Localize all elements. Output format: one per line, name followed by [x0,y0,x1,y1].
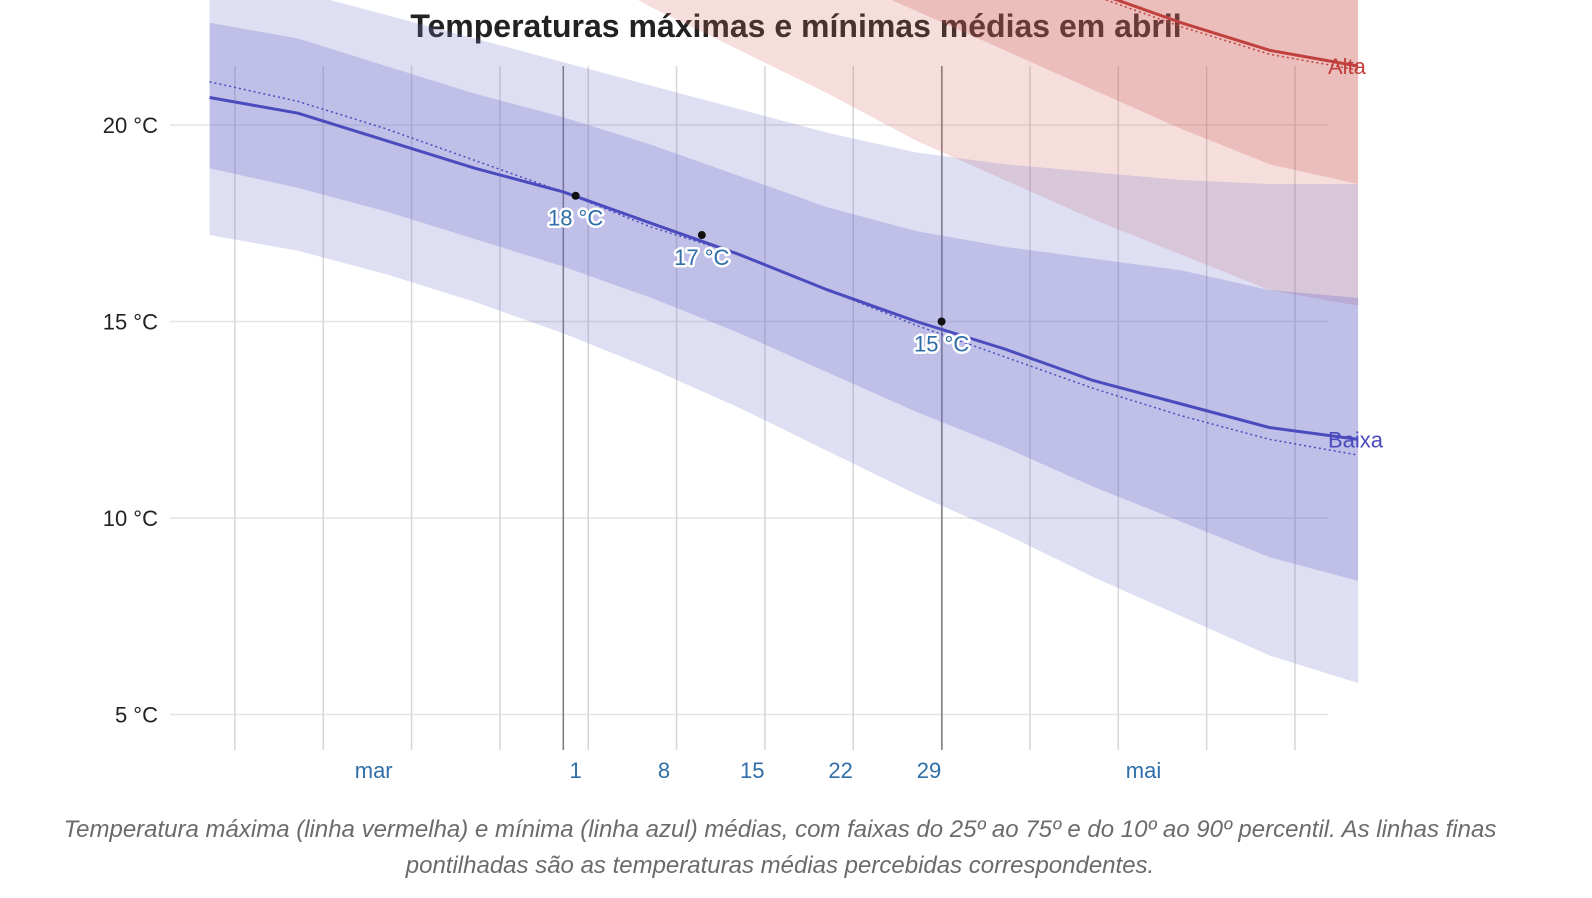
baixa-band-10-90 [209,0,1359,684]
x-tick-label: 8 [658,758,670,783]
y-tick-label: 15 °C [103,310,158,335]
x-tick-label: mar [355,758,393,783]
band-layer [209,0,1359,684]
annotation-value-label: 15 °C [914,332,969,357]
x-tick-label: 1 [569,758,581,783]
chart-title: Temperaturas máximas e mínimas médias em… [0,8,1592,45]
y-tick-label: 10 °C [103,506,158,531]
x-tick-label: 22 [828,758,852,783]
annotation-value-label: 17 °C [674,245,729,270]
line-layer: Alta Baixa [209,0,1384,456]
annotation-value-label: 18 °C [548,206,603,231]
baixa-annotation-point [697,231,706,240]
baixa-band-25-75 [209,22,1359,581]
baixa-series-label: Baixa [1328,427,1384,452]
chart-caption: Temperatura máxima (linha vermelha) e mí… [63,816,1497,879]
x-tick-label: 15 [740,758,764,783]
y-tick-label: 20 °C [103,113,158,138]
grid-layer [170,66,1328,750]
baixa-mean-line [209,96,1359,441]
alta-mean-line [1112,0,1359,68]
baixa-annotation-point [571,191,580,200]
annotation-layer: 1 de abr29 °C11 de abr28 °C30 de abr25 °… [545,191,972,359]
y-tick-label: 5 °C [115,703,158,728]
baixa-annotation-point [937,317,946,326]
alta-series-label: Alta [1328,54,1367,79]
x-tick-label: 29 [917,758,941,783]
axis-layer: 5 °C10 °C15 °C20 °C25 °C30 °C35 °Cmar181… [103,113,1162,783]
alta-band-25-75 [891,0,1359,184]
x-tick-label: mai [1126,758,1161,783]
alta-band-10-90 [638,0,1359,306]
